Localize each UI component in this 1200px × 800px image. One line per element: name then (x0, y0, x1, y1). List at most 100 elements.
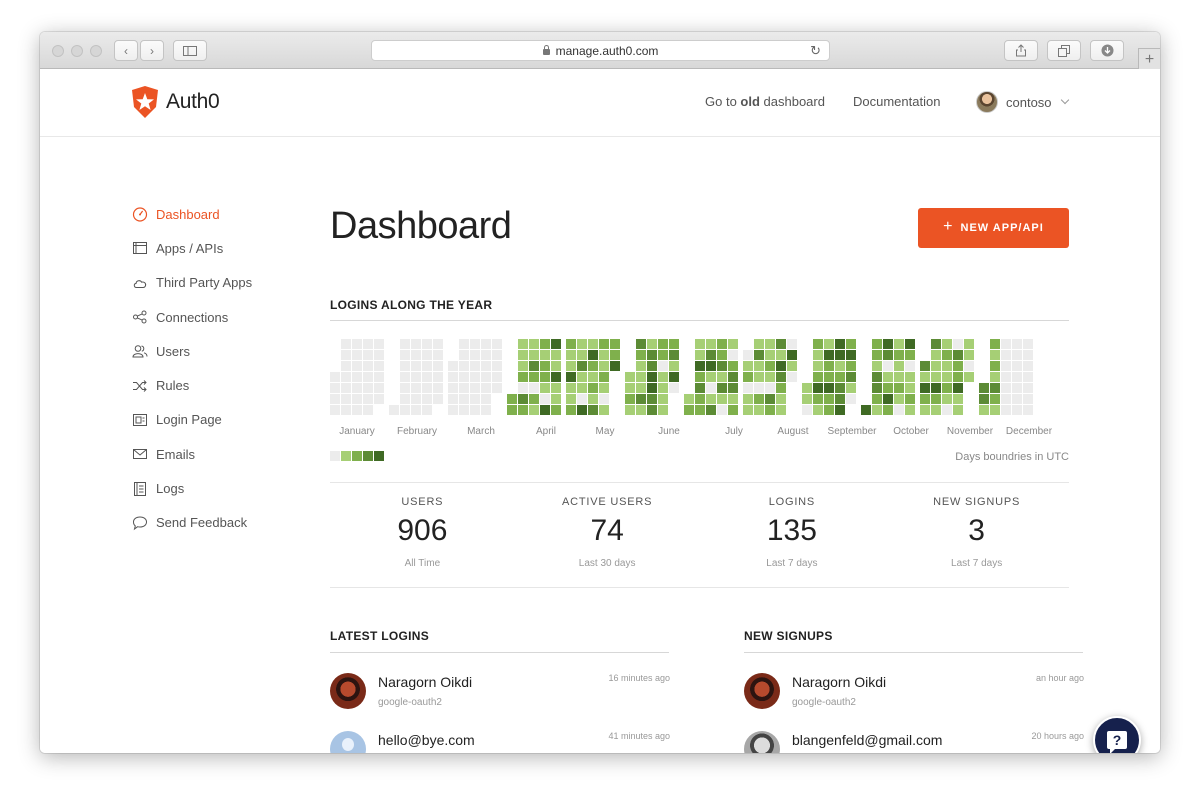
heatmap-day-cell (459, 372, 469, 382)
sidebar-item-dashboard[interactable]: Dashboard (132, 197, 252, 231)
heatmap-day-cell (610, 350, 620, 360)
minimize-window-button[interactable] (71, 45, 83, 57)
user-menu[interactable]: contoso (976, 91, 1069, 113)
sidebar-item-emails[interactable]: Emails (132, 437, 252, 471)
forward-button[interactable]: › (140, 40, 164, 61)
documentation-link[interactable]: Documentation (853, 94, 941, 109)
heatmap-day-cell (551, 350, 561, 360)
heatmap-day-cell (658, 350, 668, 360)
month-label: December (1005, 426, 1053, 437)
latest-login-entry[interactable]: hello@bye.comUsername-Password-Authentic… (330, 731, 670, 753)
heatmap-day-cell (754, 383, 764, 393)
sidebar-item-login-page[interactable]: Login Page (132, 403, 252, 437)
url-text: manage.auth0.com (555, 43, 659, 58)
sidebar-item-logs[interactable]: Logs (132, 471, 252, 505)
heatmap-day-cell (824, 394, 834, 404)
heatmap-day-cell (400, 405, 410, 415)
heatmap-day-cell (684, 394, 694, 404)
sidebar-item-rules[interactable]: Rules (132, 368, 252, 402)
heatmap-day-cell (765, 394, 775, 404)
heatmap-day-cell (551, 394, 561, 404)
heatmap-day-cell (625, 372, 635, 382)
heatmap-day-cell (374, 383, 384, 393)
new-signups-divider (744, 652, 1083, 653)
heatmap-day-cell (492, 361, 502, 371)
support-chat-button[interactable]: ? (1093, 716, 1141, 753)
sidebar-item-connections[interactable]: Connections (132, 300, 252, 334)
sidebar-toggle-button[interactable] (173, 40, 207, 61)
heatmap-day-cell (905, 361, 915, 371)
sidebar-item-label: Send Feedback (156, 515, 248, 531)
plus-icon: + (943, 218, 954, 235)
heatmap-day-cell (566, 405, 576, 415)
heatmap-day-cell (599, 405, 609, 415)
heatmap-day-cell (905, 405, 915, 415)
heatmap-day-cell (953, 394, 963, 404)
downloads-button[interactable] (1090, 40, 1124, 61)
heatmap-day-cell (883, 350, 893, 360)
back-button[interactable]: ‹ (114, 40, 138, 61)
heatmap-day-cell (610, 339, 620, 349)
heatmap-day-cell (717, 350, 727, 360)
heatmap-day-cell (448, 405, 458, 415)
heatmap-day-cell (518, 394, 528, 404)
heatmap-day-cell (883, 361, 893, 371)
heatmap-day-cell (566, 394, 576, 404)
heatmap-day-cell (470, 361, 480, 371)
zoom-window-button[interactable] (90, 45, 102, 57)
heatmap-day-cell (459, 383, 469, 393)
share-button[interactable] (1004, 40, 1038, 61)
heatmap-day-cell (872, 339, 882, 349)
heatmap-day-cell (728, 394, 738, 404)
logins-section-divider (330, 320, 1069, 321)
heatmap-day-cell (636, 394, 646, 404)
chevron-right-icon: › (150, 43, 154, 58)
heatmap-day-cell (518, 372, 528, 382)
new-signup-entry[interactable]: blangenfeld@gmail.comUsername-Password-A… (744, 731, 1084, 753)
sidebar-item-label: Emails (156, 446, 196, 462)
reload-icon[interactable]: ↻ (810, 43, 821, 58)
sidebar-item-users[interactable]: Users (132, 334, 252, 368)
sidebar-item-send-feedback[interactable]: Send Feedback (132, 506, 252, 540)
close-window-button[interactable] (52, 45, 64, 57)
heatmap-day-cell (787, 339, 797, 349)
heatmap-day-cell (411, 405, 421, 415)
heatmap-day-cell (330, 372, 340, 382)
sidebar-item-third-party-apps[interactable]: Third Party Apps (132, 266, 252, 300)
heatmap-day-cell (540, 394, 550, 404)
heatmap-day-cell (341, 394, 351, 404)
heatmap-day-cell (540, 361, 550, 371)
old-dashboard-link[interactable]: Go to old dashboard (705, 94, 825, 109)
heatmap-day-cell (566, 372, 576, 382)
sidebar-item-label: Users (156, 343, 190, 359)
month-label: May (595, 426, 615, 437)
heatmap-day-cell (540, 339, 550, 349)
heatmap-day-cell (433, 394, 443, 404)
heatmap-day-cell (846, 383, 856, 393)
heatmap-day-cell (518, 361, 528, 371)
heatmap-day-cell (352, 372, 362, 382)
heatmap-day-cell (636, 372, 646, 382)
heatmap-day-cell (1012, 405, 1022, 415)
heatmap-day-cell (540, 383, 550, 393)
new-signup-entry[interactable]: Naragorn Oikdi google-oauth2 an hour ago (744, 673, 1084, 723)
plus-icon: + (1144, 50, 1155, 68)
chevron-down-icon (1060, 95, 1069, 105)
heatmap-day-cell (695, 339, 705, 349)
heatmap-day-cell (363, 405, 373, 415)
heatmap-day-cell (728, 339, 738, 349)
heatmap-legend (330, 451, 385, 461)
latest-login-entry[interactable]: Naragorn Oikdi google-oauth2 16 minutes ag… (330, 673, 670, 723)
new-tab-button[interactable]: + (1138, 48, 1160, 70)
auth0-logo[interactable]: Auth0 (131, 86, 220, 118)
tabs-overview-button[interactable] (1047, 40, 1081, 61)
address-bar[interactable]: manage.auth0.com ↻ (371, 40, 830, 61)
heatmap-day-cell (566, 339, 576, 349)
heatmap-day-cell (481, 405, 491, 415)
heatmap-day-cell (1023, 372, 1033, 382)
new-app-api-button[interactable]: + NEW APP/API (918, 208, 1069, 248)
heatmap-day-cell (577, 350, 587, 360)
heatmap-day-cell (765, 405, 775, 415)
entry-timestamp: 20 hours ago (1031, 731, 1084, 741)
sidebar-item-apps-apis[interactable]: Apps / APIs (132, 231, 252, 265)
